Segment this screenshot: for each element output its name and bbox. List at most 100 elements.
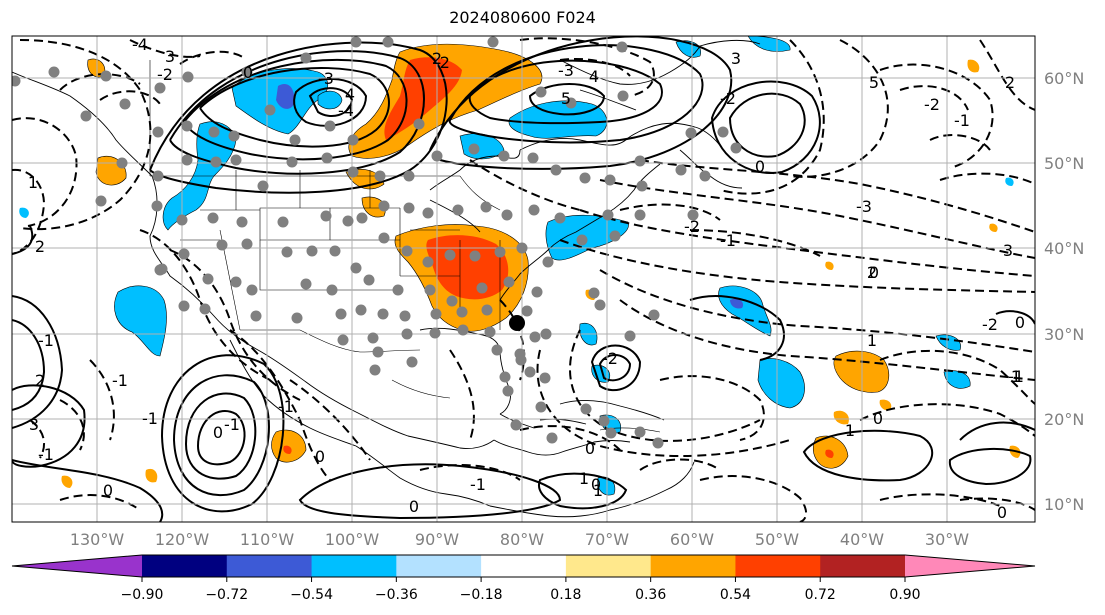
station-dot (540, 328, 552, 340)
station-dot (685, 127, 697, 139)
station-dot (48, 66, 60, 78)
contour-label: 0 (315, 447, 325, 466)
station-dot (636, 180, 648, 192)
station-dot (602, 209, 614, 221)
station-dot (230, 276, 242, 288)
station-dot (320, 210, 332, 222)
contour-label: 2 (867, 263, 877, 282)
station-dot (527, 152, 539, 164)
station-dot (413, 118, 425, 130)
station-dot (257, 180, 269, 192)
station-dot (182, 71, 194, 83)
station-dot (156, 263, 168, 275)
station-dot (502, 385, 514, 397)
station-dot (342, 215, 354, 227)
station-dot (300, 278, 312, 290)
contour-label: 5 (561, 89, 571, 108)
station-dot (457, 324, 469, 336)
station-dot (617, 90, 629, 102)
station-dot (12, 75, 21, 87)
contour-label: -1 (112, 371, 128, 390)
lon-label-80w: 80°W (500, 530, 544, 549)
contour-label: -2 (684, 217, 700, 236)
contour-label: -2 (157, 65, 173, 84)
station-dot (456, 306, 468, 318)
lat-label-40n: 40°N (1044, 239, 1084, 258)
station-dot (207, 212, 219, 224)
lat-label-10n: 10°N (1044, 495, 1084, 514)
station-dot (616, 41, 628, 53)
station-dot (594, 299, 606, 311)
colorbar-tick-label: −0.90 (121, 587, 164, 603)
lat-label-30n: 30°N (1044, 325, 1084, 344)
station-dot (289, 134, 301, 146)
station-dot (377, 308, 389, 320)
station-dot (484, 326, 496, 338)
contour-label: 1 (1011, 367, 1021, 386)
lon-label-120w: 120°W (155, 530, 210, 549)
colorbar-segment (396, 555, 482, 577)
station-dot (539, 372, 551, 384)
contour-label: 0 (591, 475, 601, 494)
station-dot (476, 282, 488, 294)
station-dot (250, 310, 262, 322)
colorbar-tick-label: 0.18 (550, 587, 581, 603)
station-dot (154, 82, 166, 94)
station-dot (246, 284, 258, 296)
station-dot (480, 201, 492, 213)
contour-label: -1 (278, 397, 294, 416)
station-dot (579, 172, 591, 184)
contour-label: 3 (1003, 241, 1013, 260)
station-dot (350, 36, 362, 48)
lat-label-20n: 20°N (1044, 410, 1084, 429)
station-dot (634, 155, 646, 167)
contour-label: 0 (585, 439, 595, 458)
station-dot (401, 245, 413, 257)
station-dot (281, 246, 293, 258)
map-frame (11, 35, 1036, 523)
lon-label-50w: 50°W (755, 530, 799, 549)
station-dot (152, 126, 164, 138)
station-dot (95, 195, 107, 207)
station-dot (422, 256, 434, 268)
contour-label: 1 (593, 481, 603, 500)
station-dot (367, 332, 379, 344)
contour-label: 3 (29, 415, 39, 434)
lon-label-90w: 90°W (415, 530, 459, 549)
station-dot (501, 209, 513, 221)
station-dot (378, 200, 390, 212)
colorbar: −0.90 −0.72 −0.54 −0.36 −0.18 0.18 0.36 0.54 0.7… (11, 554, 1036, 603)
contour-label: -1 (720, 231, 736, 250)
station-dot (347, 166, 359, 178)
station-dot (498, 150, 510, 162)
colorbar-tick-label: 0.90 (889, 587, 920, 603)
lon-label-60w: 60°W (670, 530, 714, 549)
station-dot (503, 276, 515, 288)
colorbar-segment (650, 555, 736, 577)
station-dot (604, 174, 616, 186)
station-dot (216, 239, 228, 251)
colorbar-tick-label: 0.72 (805, 587, 836, 603)
contour-label: -3 (318, 69, 334, 88)
lon-label-100w: 100°W (325, 530, 380, 549)
station-dot (286, 156, 298, 168)
station-dot (202, 273, 214, 285)
contour-label: -4 (338, 101, 354, 120)
contour-label: 3 (165, 47, 175, 66)
station-dot (324, 120, 336, 132)
contour-label: -1 (38, 331, 54, 350)
station-dot (529, 331, 541, 343)
station-dot (481, 304, 493, 316)
station-dot (378, 232, 390, 244)
contour-label: 1 (845, 421, 855, 440)
station-dot (350, 262, 362, 274)
colorbar-segment (481, 555, 567, 577)
station-dot (178, 300, 190, 312)
lon-label-130w: 130°W (70, 530, 125, 549)
contour-labels: -43-20-34-424-35-23-20-2-125-3-2-123-2-2… (28, 36, 1025, 522)
contour-label: -2 (924, 95, 940, 114)
dashed-contours (12, 37, 1035, 522)
colorbar-tick-label: −0.36 (375, 587, 418, 603)
station-dot (356, 212, 368, 224)
station-dot (576, 234, 588, 246)
